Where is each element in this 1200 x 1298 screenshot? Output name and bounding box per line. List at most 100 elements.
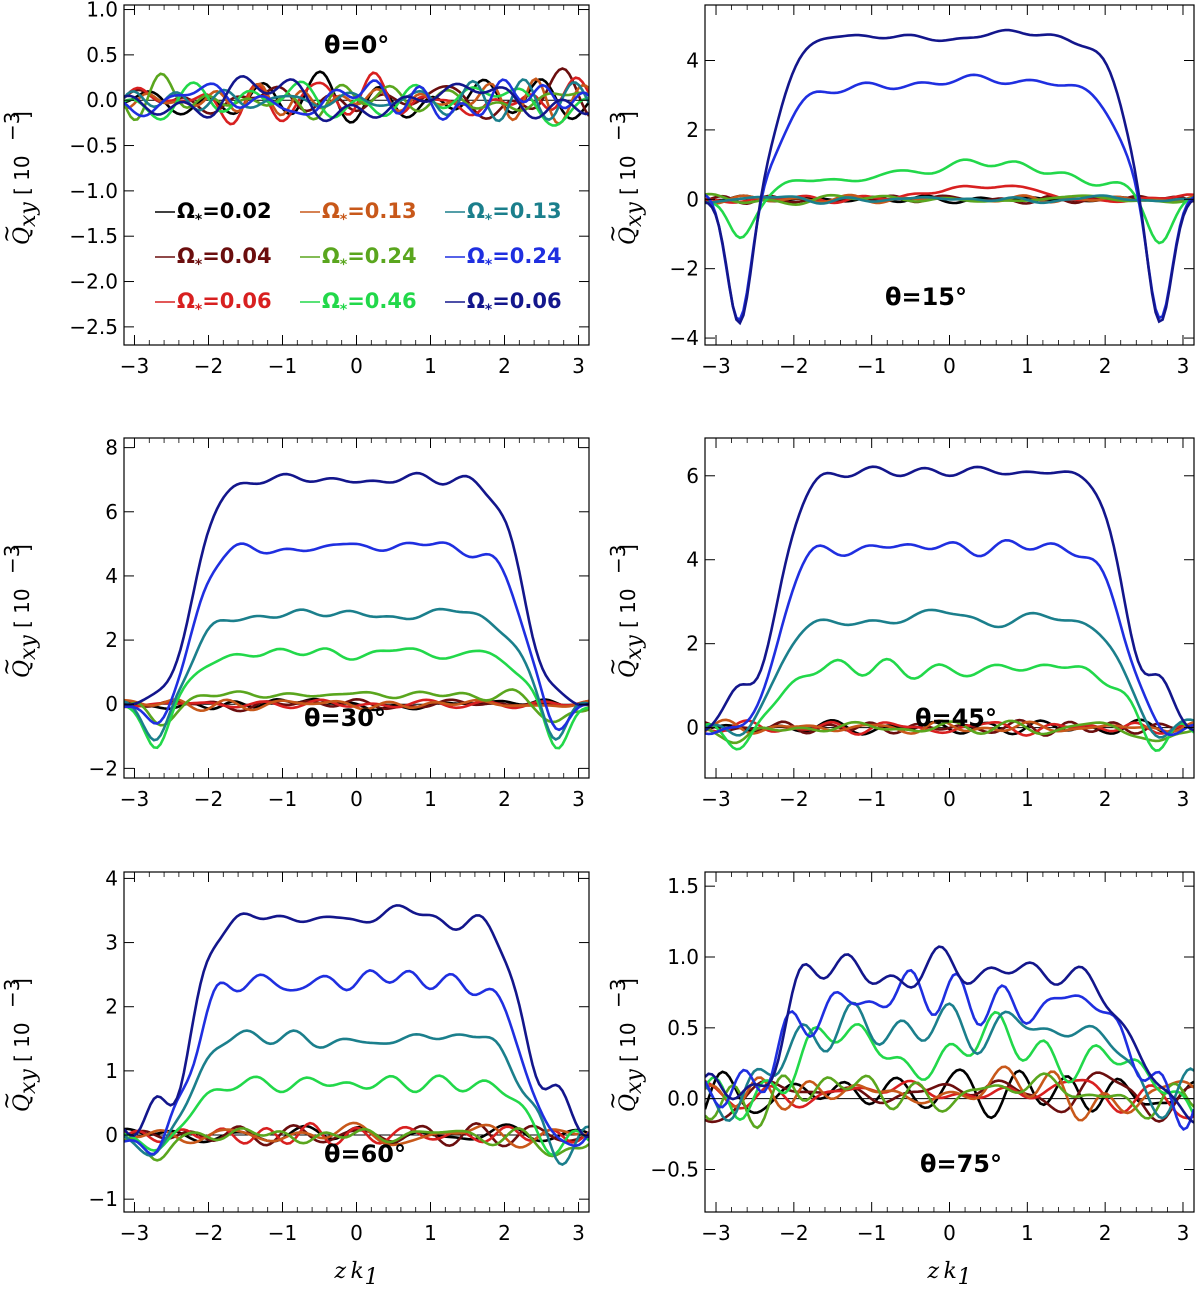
series-line-5 [124,541,589,732]
series-line-0 [705,1068,1194,1120]
theta-label: θ=45° [915,704,997,732]
y-label-unit-exp: −3 [0,112,24,141]
x-tick-label: −1 [857,787,886,811]
legend-label: Ω*=0.06 [177,289,272,318]
panel-theta-15: −3 −2 −1 0 1 2 3 −4 −2 0 2 4 Q~xy [ 10 −3] θ=15° [601,4,1195,378]
y-axis-label: Q~xy [ 10 −3] [601,544,647,678]
x-tick-label: 2 [1099,354,1112,378]
series-line-2 [705,1001,1194,1122]
y-label-unit-exp: −3 [606,979,630,1008]
y-tick-label: 0 [105,692,118,716]
series-line-5 [705,73,1194,322]
x-tick-label: 2 [498,787,511,811]
y-tick-label: 2 [105,995,118,1019]
y-label-unit-close: ] [616,111,640,119]
x-tick-label: 3 [572,354,585,378]
x-tick-label: −2 [194,787,223,811]
y-label-unit-open: [ 10 [10,1022,34,1062]
series-line-6 [124,1121,589,1147]
x-tick-label: 1 [1021,1221,1034,1245]
y-label-sub: xy [16,1069,41,1094]
series-line-8 [124,471,589,707]
panel-theta-75: −3 −2 −1 0 1 2 3−0.50.00.51.01.5Q~xy[ 10−3]z k 1… [601,871,1195,1290]
y-axis-label: Q~xy [ 10 −3] [0,544,41,678]
series-line-5 [705,538,1194,737]
x-tick-label: 3 [572,787,585,811]
theta-label: θ=30° [304,704,386,732]
series-line-3 [705,1071,1194,1124]
x-tick-label: 0 [350,787,363,811]
y-tick-label: 2 [686,118,699,142]
y-tick-label: 1 [105,1059,118,1083]
y-tick-label: 0.0 [86,88,118,112]
series-line-6 [705,1078,1194,1120]
y-label-q: Q [10,227,35,245]
x-tick-label: −1 [268,354,297,378]
y-label-tilde: ~ [601,225,626,243]
y-label-unit-open: [ 10 [616,1022,640,1062]
y-label-tilde: ~ [0,658,20,676]
y-label-unit-close: ] [10,978,34,986]
y-tick-label: 0.5 [86,43,118,67]
series-line-7 [705,158,1194,245]
y-label-unit-exp: −3 [606,112,630,141]
y-label-q: Q [616,1094,641,1112]
x-label-k: k [351,1259,364,1284]
x-label-index: 1 [365,1265,379,1290]
series-line-8 [705,465,1194,732]
theta-label: θ=75° [920,1150,1002,1178]
y-label-unit-open: [ 10 [10,588,34,628]
x-tick-label: −2 [194,354,223,378]
legend-label: Ω*=0.13 [467,199,562,228]
y-tick-label: −2.5 [69,315,118,339]
x-label-z: z [927,1259,940,1284]
series-group [705,28,1194,326]
y-tick-label: 1.0 [86,0,118,22]
y-tick-label: −0.5 [69,134,118,158]
series-group [124,904,589,1167]
y-tick-label: 0.5 [667,1016,699,1040]
x-tick-label: −2 [194,1221,223,1245]
y-axis-label: Q~xy [ 10 −3] [0,111,41,245]
x-tick-label: −1 [857,1221,886,1245]
x-label-index: 1 [958,1265,972,1290]
legend-label: Ω*=0.02 [177,199,272,228]
y-tick-label: 4 [105,564,118,588]
panel-theta-0: −3 −2 −1 0 1 2 3 −2.5 −2.0 −1.5 −1.0 −0.5 0.0 0.5 1.0 Q… [0,0,590,378]
x-tick-label: 1 [424,1221,437,1245]
y-tick-label: 0 [105,1123,118,1147]
theta-label: θ=15° [885,283,967,311]
y-label-unit-exp: −3 [0,545,24,574]
series-group [124,67,589,127]
series-line-7 [705,657,1194,752]
y-label-unit-exp: −3 [606,545,630,574]
y-tick-label: 1.5 [667,874,699,898]
theta-label: θ=0° [324,31,389,59]
y-tick-label: −1 [89,1187,118,1211]
series-line-2 [705,608,1194,739]
legend-label: Ω*=0.13 [322,199,417,228]
x-tick-label: 1 [1021,787,1034,811]
y-label-sub: xy [16,202,41,227]
x-tick-label: −3 [120,1221,149,1245]
legend-label: Ω*=0.46 [322,289,417,318]
y-tick-label: 4 [686,49,699,73]
x-tick-label: 3 [1177,787,1190,811]
legend-label: Ω*=0.24 [467,244,562,273]
y-tick-label: 0.0 [667,1087,699,1111]
y-label-tilde: ~ [601,658,626,676]
y-label-unit-open: [ 10 [616,155,640,195]
series-line-3 [705,718,1194,737]
y-tick-label: 6 [105,500,118,524]
y-label-unit-open: [ 10 [616,588,640,628]
y-label-unit-exp: −3 [0,979,24,1008]
x-tick-label: −1 [268,787,297,811]
x-tick-label: 3 [572,1221,585,1245]
y-label-q: Q [10,660,35,678]
x-tick-label: 1 [1021,354,1034,378]
x-tick-label: 3 [1177,1221,1190,1245]
y-tick-label: 0 [686,187,699,211]
